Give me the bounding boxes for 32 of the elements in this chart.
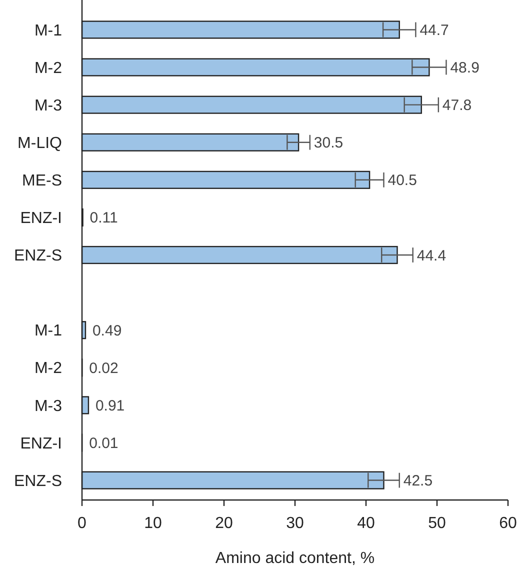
data-label: 0.02 <box>89 360 118 377</box>
y-tick-label: M-2 <box>34 360 62 378</box>
y-tick-label: M-3 <box>34 97 62 114</box>
y-tick-label: M-LIQ <box>18 134 62 152</box>
y-tick-label: M-1 <box>34 322 62 340</box>
y-tick-label: M-3 <box>34 398 62 415</box>
x-tick-label: 50 <box>428 515 446 532</box>
data-label: 30.5 <box>314 134 344 152</box>
x-tick-label: 30 <box>286 515 304 532</box>
y-tick-label: ENZ-I <box>20 210 62 228</box>
data-label: 48.9 <box>450 60 480 77</box>
data-label: 0.91 <box>95 397 125 414</box>
y-tick-label: ENZ-S <box>14 472 62 490</box>
y-tick-label: ENZ-S <box>14 248 62 265</box>
x-tick-label: 60 <box>499 515 517 532</box>
x-tick-label: 10 <box>144 515 162 532</box>
data-label: 40.5 <box>388 172 417 190</box>
data-label: 42.5 <box>403 472 433 490</box>
x-axis-title: Amino acid content, % <box>215 550 375 567</box>
x-tick-label: 20 <box>215 515 233 532</box>
x-tick-label: 40 <box>357 515 375 532</box>
data-label: 47.8 <box>442 97 472 114</box>
y-tick-label: M-2 <box>34 60 62 77</box>
y-tick-label: ME-S <box>22 172 62 190</box>
y-tick-label: ENZ-I <box>20 435 62 452</box>
y-tick-label: M-1 <box>34 22 62 40</box>
data-label: 44.7 <box>420 22 449 39</box>
data-label: 0.01 <box>89 434 118 452</box>
data-label: 44.4 <box>416 247 446 264</box>
x-tick-label: 0 <box>78 515 87 532</box>
data-label: 0.11 <box>90 210 118 227</box>
data-label: 0.49 <box>92 322 122 340</box>
